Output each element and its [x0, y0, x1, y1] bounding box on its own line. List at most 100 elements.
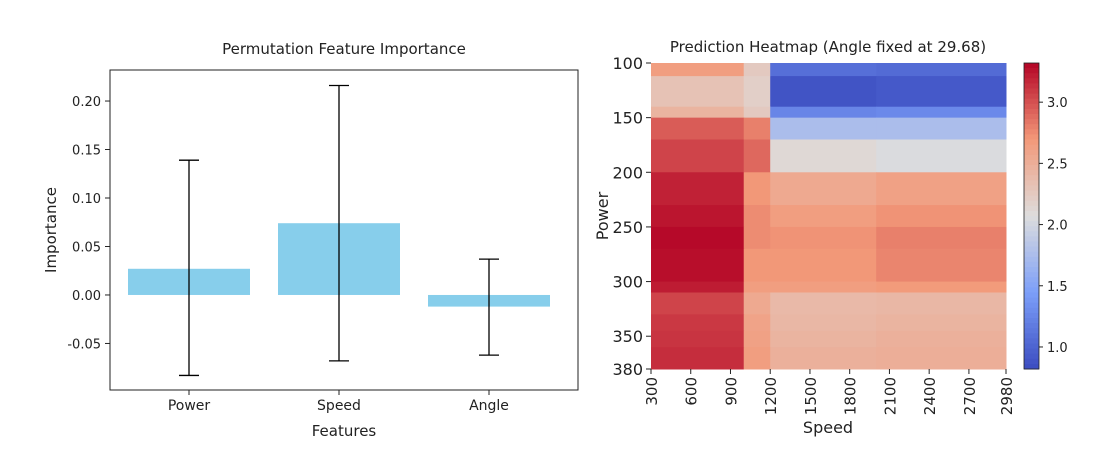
heatmap-cell — [743, 205, 771, 228]
heatmap-cell — [770, 226, 877, 250]
colorbar-segment — [1024, 312, 1039, 319]
x-tick-label: 1200 — [762, 377, 780, 415]
colorbar-segment — [1024, 287, 1039, 293]
y-tick-label: 350 — [612, 327, 643, 346]
heatmap-cell — [876, 248, 1007, 283]
heatmap-cell — [770, 106, 877, 119]
colorbar-segment — [1024, 195, 1039, 202]
colorbar-frame — [1023, 62, 1040, 370]
colorbar-segment — [1024, 119, 1039, 125]
colorbar-segment — [1024, 108, 1039, 115]
bar-chart-error-bars — [179, 84, 499, 377]
colorbar-segment — [1024, 190, 1039, 197]
heatmap-cell — [743, 314, 771, 332]
heatmap-cell — [770, 347, 877, 370]
colorbar-segment — [1024, 261, 1039, 268]
heatmap-cell — [651, 106, 745, 119]
heatmap-cell — [876, 292, 1007, 315]
colorbar-segment — [1024, 226, 1039, 232]
heatmap-cell — [876, 63, 1007, 77]
heatmap-cell — [743, 330, 771, 348]
colorbar-segment — [1024, 134, 1039, 140]
heatmap-cell — [651, 76, 745, 108]
colorbar-tick-label: 2.0 — [1047, 219, 1068, 234]
colorbar-segment — [1024, 185, 1039, 191]
colorbar-segment — [1024, 124, 1039, 130]
heatmap-cell — [651, 281, 745, 293]
y-tick-label: 0.20 — [72, 95, 101, 110]
colorbar-segment — [1024, 68, 1039, 74]
colorbar-segment — [1024, 267, 1039, 273]
heatmap-cell — [770, 292, 877, 315]
colorbar-segment — [1024, 144, 1039, 151]
heatmap-cell — [651, 205, 745, 228]
colorbar-tick-label: 2.5 — [1047, 157, 1068, 172]
colorbar-segment — [1024, 348, 1039, 355]
heatmap-cells — [651, 63, 1007, 370]
colorbar-segment — [1024, 241, 1039, 248]
heatmap-cell — [651, 172, 745, 206]
x-tick-label: 2400 — [921, 377, 939, 415]
heatmap-cell — [743, 281, 771, 293]
bar-chart-x-axis: Power Speed Angle — [168, 390, 509, 414]
heatmap-cell — [770, 76, 877, 108]
colorbar-segment — [1024, 205, 1039, 212]
heatmap-cell — [770, 63, 877, 77]
colorbar-segment — [1024, 154, 1039, 161]
y-tick-label: 0.05 — [72, 240, 101, 255]
heatmap-cell — [743, 106, 771, 119]
heatmap-cell — [743, 292, 771, 315]
x-tick-label: Angle — [469, 398, 509, 414]
colorbar-segment — [1024, 129, 1039, 135]
colorbar-segment — [1024, 277, 1039, 283]
heatmap-cell — [770, 314, 877, 332]
colorbar-segment — [1024, 114, 1039, 120]
heatmap-cell — [876, 226, 1007, 250]
heatmap-y-axis-label: Power — [593, 191, 612, 240]
heatmap-cell — [651, 226, 745, 250]
y-tick-label: 250 — [612, 218, 643, 237]
heatmap-y-axis: 100 150 200 250 300 350 380 — [612, 54, 651, 379]
colorbar-segment — [1024, 210, 1039, 217]
colorbar-segment — [1024, 282, 1039, 288]
heatmap-cell — [743, 226, 771, 250]
heatmap-x-axis-label: Speed — [803, 418, 853, 437]
heatmap-cell — [876, 281, 1007, 293]
heatmap-cell — [651, 63, 745, 77]
colorbar-segment — [1024, 93, 1039, 100]
heatmap-cell — [770, 117, 877, 140]
x-tick-label: Speed — [317, 398, 361, 414]
colorbar-segment — [1024, 256, 1039, 263]
y-tick-label: -0.05 — [67, 337, 101, 352]
colorbar-segment — [1024, 251, 1039, 258]
x-tick-label: 600 — [683, 377, 701, 406]
y-tick-label: 150 — [612, 109, 643, 128]
colorbar-segment — [1024, 103, 1039, 110]
colorbar-segment — [1024, 236, 1039, 242]
colorbar-segment — [1024, 73, 1039, 79]
colorbar-segment — [1024, 221, 1039, 227]
heatmap-cell — [743, 139, 771, 173]
bar-chart: Permutation Feature Importance -0.05 0.00… — [42, 40, 579, 440]
colorbar-segment — [1024, 88, 1039, 95]
bar-chart-x-axis-label: Features — [312, 422, 377, 440]
colorbar-segment — [1024, 343, 1039, 350]
x-tick-label: 2100 — [881, 377, 899, 415]
bar-chart-y-axis: -0.05 0.00 0.05 0.10 0.15 0.20 — [67, 95, 110, 352]
colorbar-tick-label: 1.5 — [1047, 280, 1068, 295]
x-tick-label: 300 — [643, 377, 661, 406]
heatmap-cell — [651, 314, 745, 332]
heatmap-cell — [876, 139, 1007, 173]
heatmap-cell — [876, 330, 1007, 348]
heatmap-cell — [743, 347, 771, 370]
y-tick-label: 0.15 — [72, 144, 101, 159]
x-tick-label: 1500 — [802, 377, 820, 415]
colorbar-segment — [1024, 231, 1039, 237]
bar-chart-y-axis-label: Importance — [42, 187, 60, 273]
x-tick-label: Power — [168, 398, 211, 414]
heatmap-cell — [876, 76, 1007, 108]
heatmap-cell — [876, 205, 1007, 228]
heatmap-x-axis: 300 600 900 1200 1500 1800 2100 2400 2700 2980 — [643, 369, 1016, 415]
colorbar-segment — [1024, 139, 1039, 146]
